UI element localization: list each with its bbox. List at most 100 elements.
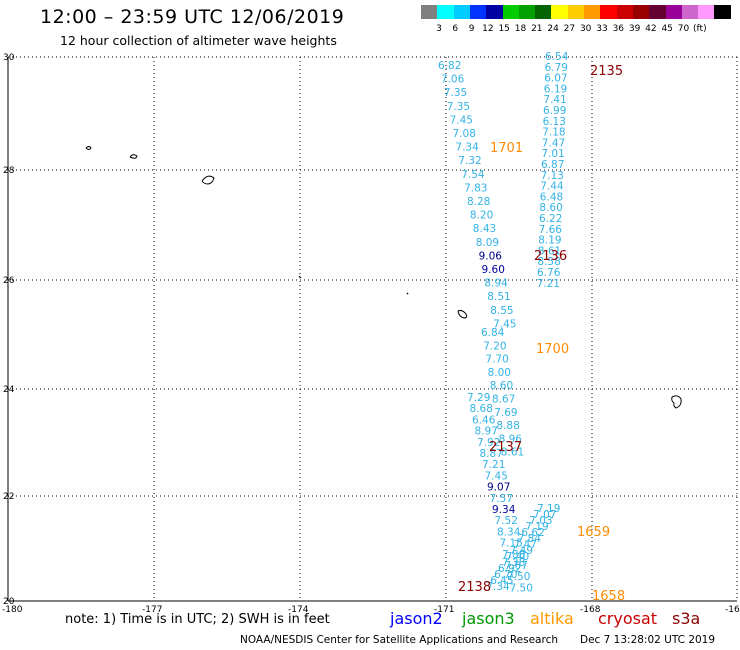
island-outline [129,154,138,159]
y-tick-label: 28 [3,166,15,176]
satellite-legend-item: s3a [672,609,701,628]
wave-height-value: 6.22 [539,213,562,225]
wave-height-value: 7.08 [453,128,476,140]
altimeter-tracks: 6.546.796.076.197.416.996.137.187.477.01… [438,51,625,604]
island-outlines [85,146,682,409]
scale-swatch [421,5,438,19]
wave-height-value: 7.88 [502,549,525,561]
wave-height-value: 8.34 [497,526,521,538]
scale-swatch [665,5,683,19]
wave-height-value: 8.88 [496,420,519,432]
wave-height-value: 6.82 [438,60,461,72]
wave-height-value: 9.06 [479,250,503,262]
wave-height-value: 6.54 [545,51,569,63]
wave-height-value: 7.03 [529,515,552,527]
wave-height-value: 6.07 [544,73,567,85]
scale-swatch [486,5,504,19]
scale-label: 6 [452,24,459,34]
scale-label: 30 [579,24,592,34]
wave-height-value: 8.61 [501,447,524,459]
scale-label: 3 [436,24,442,34]
scale-label: 33 [596,24,608,34]
wave-height-value: 7.29 [467,392,490,404]
wave-height-value: 7.07 [505,560,528,572]
scale-label: 18 [514,24,527,34]
pass-time-label: 1700 [536,342,569,357]
wave-height-value: 7.49 [510,545,533,557]
scale-label: (ft) [693,24,707,34]
pass-time-label: 2136 [534,249,567,264]
wave-height-value: 9.60 [482,264,505,276]
x-tick-label: -174 [288,605,309,615]
wave-height-value: 6.48 [540,191,563,203]
x-tick-label: -16 [725,605,740,615]
wave-height-value: 8.60 [490,380,513,392]
scale-swatch [632,5,650,19]
wave-height-value: 8.00 [488,367,511,379]
scale-swatch [502,5,520,19]
island-outline [671,395,682,409]
wave-height-value: 6.45 [490,575,513,587]
wave-height-value: 7.45 [450,114,473,126]
scale-swatch [567,5,585,19]
x-tick-label: -180 [2,605,23,615]
wave-height-value: 7.52 [495,515,518,527]
satellite-legend-item: cryosat [598,609,658,628]
scale-swatch [600,5,618,19]
wave-height-value: 7.84 [518,533,542,545]
wave-height-value: 8.96 [499,433,523,445]
credit-line: NOAA/NESDIS Center for Satellite Applica… [240,634,558,646]
wave-height-value: 7.83 [464,182,487,194]
wave-height-value: 7.44 [540,181,564,193]
scale-label: 15 [498,24,510,34]
wave-height-value: 6.87 [541,159,564,171]
wave-height-value: 7.21 [482,459,505,471]
wave-height-value: 7.34 [455,142,479,154]
scale-swatch [616,5,634,19]
island-outline [201,175,215,185]
x-tick-label: -168 [580,605,601,615]
wave-height-value: 7.92 [477,437,500,449]
map-grid [7,56,738,602]
wave-height-value: 6.92 [498,563,521,575]
wave-height-value: 6.84 [481,327,505,339]
wave-height-value: 7.19 [525,521,548,533]
scale-label: 39 [628,24,641,34]
wave-height-value: 6.70 [494,569,517,581]
page-subtitle: 12 hour collection of altimeter wave hei… [60,33,337,48]
x-tick-label: -171 [434,605,454,615]
y-tick-label: 30 [3,53,15,63]
map-axes: 30 28 26 24 22 20-180 -177 -174 -171 -168 -16 [2,53,740,615]
pass-time-label: 1701 [490,141,523,156]
wave-height-value: 7.19 [537,503,560,515]
wave-height-value: 8.19 [538,235,561,247]
scale-label: 24 [547,24,559,34]
pass-time-label: 1659 [577,525,610,540]
scale-swatch [649,5,667,19]
wave-height-value: 7.54 [461,169,485,181]
wave-height-value: 7.21 [537,278,560,290]
scale-label: 45 [661,24,673,34]
island-outline [457,309,468,319]
wave-height-value: 8.97 [475,426,498,438]
scale-label: 12 [482,24,494,34]
wave-height-value: 7.06 [441,74,465,86]
wave-height-value: 8.20 [470,210,493,222]
wave-height-value: 7.66 [539,224,563,236]
scale-swatch [714,5,732,19]
wave-height-value: 8.51 [487,291,510,303]
scale-swatch [453,5,471,19]
wave-height-value: 9.34 [492,504,516,516]
wave-height-value: 8.60 [539,202,562,214]
wave-height-value: 7.34 [486,581,510,593]
wave-height-value: 8.55 [490,305,513,317]
wave-height-value: 8.61 [538,245,561,257]
wave-height-value: 8.94 [484,278,508,290]
wave-height-value: 7.69 [494,407,517,419]
scale-label: 21 [531,24,543,34]
y-tick-label: 26 [3,276,15,286]
wave-height-value: 7.38 [502,557,525,569]
scale-label: 36 [612,24,625,34]
pass-time-label: 1658 [592,589,625,604]
